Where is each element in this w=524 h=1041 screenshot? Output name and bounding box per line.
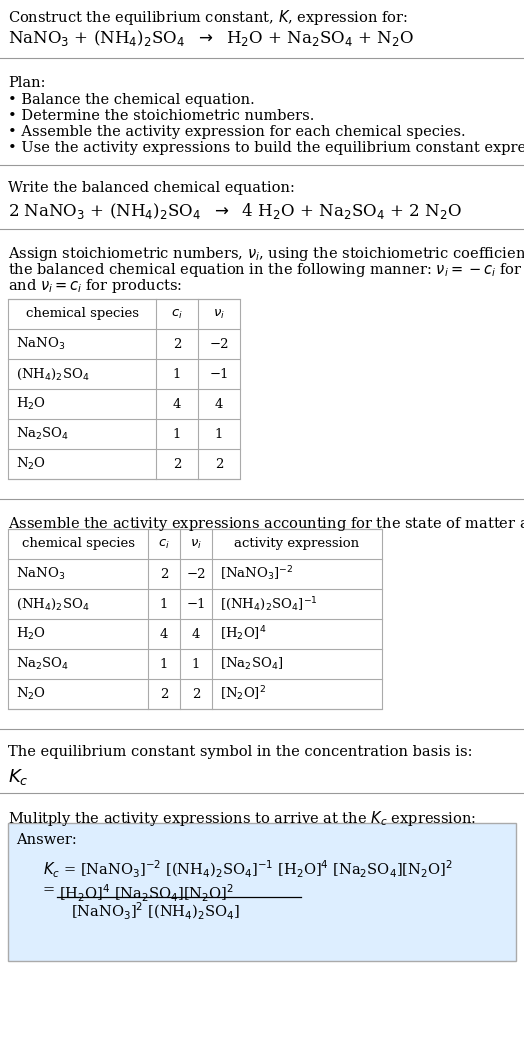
- Text: [Na$_2$SO$_4$]: [Na$_2$SO$_4$]: [220, 656, 283, 672]
- Text: 4: 4: [160, 628, 168, 640]
- Text: [(NH$_4$)$_2$SO$_4$]$^{-1}$: [(NH$_4$)$_2$SO$_4$]$^{-1}$: [220, 595, 318, 613]
- Text: $\nu_i$: $\nu_i$: [213, 307, 225, 321]
- Text: • Determine the stoichiometric numbers.: • Determine the stoichiometric numbers.: [8, 109, 314, 123]
- Text: =: =: [43, 883, 55, 897]
- Text: chemical species: chemical species: [21, 537, 135, 551]
- Text: $c_i$: $c_i$: [171, 307, 183, 321]
- Text: 4: 4: [215, 398, 223, 410]
- Text: 2 NaNO$_3$ + (NH$_4$)$_2$SO$_4$  $\rightarrow$  4 H$_2$O + Na$_2$SO$_4$ + 2 N$_2: 2 NaNO$_3$ + (NH$_4$)$_2$SO$_4$ $\righta…: [8, 201, 462, 221]
- Text: [NaNO$_3$]$^2$ [(NH$_4$)$_2$SO$_4$]: [NaNO$_3$]$^2$ [(NH$_4$)$_2$SO$_4$]: [71, 902, 240, 922]
- Text: the balanced chemical equation in the following manner: $\nu_i = -c_i$ for react: the balanced chemical equation in the fo…: [8, 261, 524, 279]
- Text: [H$_2$O]$^4$ [Na$_2$SO$_4$][N$_2$O]$^2$: [H$_2$O]$^4$ [Na$_2$SO$_4$][N$_2$O]$^2$: [59, 883, 234, 905]
- Text: N$_2$O: N$_2$O: [16, 686, 46, 702]
- Text: Na$_2$SO$_4$: Na$_2$SO$_4$: [16, 426, 69, 442]
- Text: −2: −2: [209, 337, 229, 351]
- Text: Na$_2$SO$_4$: Na$_2$SO$_4$: [16, 656, 69, 672]
- Text: 4: 4: [192, 628, 200, 640]
- Text: $c_i$: $c_i$: [158, 537, 170, 551]
- Text: $K_c$: $K_c$: [8, 767, 29, 787]
- Text: 2: 2: [160, 687, 168, 701]
- Text: chemical species: chemical species: [26, 307, 138, 321]
- Text: 2: 2: [215, 457, 223, 471]
- Text: 1: 1: [160, 598, 168, 610]
- Text: (NH$_4$)$_2$SO$_4$: (NH$_4$)$_2$SO$_4$: [16, 596, 90, 612]
- Text: 1: 1: [215, 428, 223, 440]
- Text: H$_2$O: H$_2$O: [16, 396, 46, 412]
- Text: NaNO$_3$: NaNO$_3$: [16, 566, 65, 582]
- Text: (NH$_4$)$_2$SO$_4$: (NH$_4$)$_2$SO$_4$: [16, 366, 90, 382]
- Text: Construct the equilibrium constant, $K$, expression for:: Construct the equilibrium constant, $K$,…: [8, 8, 408, 27]
- Text: Mulitply the activity expressions to arrive at the $K_c$ expression:: Mulitply the activity expressions to arr…: [8, 809, 476, 828]
- Text: NaNO$_3$ + (NH$_4$)$_2$SO$_4$  $\rightarrow$  H$_2$O + Na$_2$SO$_4$ + N$_2$O: NaNO$_3$ + (NH$_4$)$_2$SO$_4$ $\rightarr…: [8, 28, 414, 48]
- Text: Assign stoichiometric numbers, $\nu_i$, using the stoichiometric coefficients, $: Assign stoichiometric numbers, $\nu_i$, …: [8, 245, 524, 263]
- Text: [N$_2$O]$^2$: [N$_2$O]$^2$: [220, 685, 266, 704]
- Text: 2: 2: [192, 687, 200, 701]
- Text: 1: 1: [160, 658, 168, 670]
- Text: The equilibrium constant symbol in the concentration basis is:: The equilibrium constant symbol in the c…: [8, 745, 473, 759]
- Text: NaNO$_3$: NaNO$_3$: [16, 336, 65, 352]
- Text: 2: 2: [173, 457, 181, 471]
- Text: −1: −1: [209, 367, 229, 381]
- Text: Assemble the activity expressions accounting for the state of matter and $\nu_i$: Assemble the activity expressions accoun…: [8, 515, 524, 533]
- Text: −2: −2: [186, 567, 206, 581]
- Text: 1: 1: [173, 428, 181, 440]
- Text: • Use the activity expressions to build the equilibrium constant expression.: • Use the activity expressions to build …: [8, 141, 524, 155]
- Text: and $\nu_i = c_i$ for products:: and $\nu_i = c_i$ for products:: [8, 277, 182, 295]
- Text: • Assemble the activity expression for each chemical species.: • Assemble the activity expression for e…: [8, 125, 466, 139]
- Text: 1: 1: [192, 658, 200, 670]
- Text: Write the balanced chemical equation:: Write the balanced chemical equation:: [8, 181, 295, 195]
- Text: activity expression: activity expression: [234, 537, 359, 551]
- Text: 2: 2: [173, 337, 181, 351]
- Text: $K_c$ = [NaNO$_3$]$^{-2}$ [(NH$_4$)$_2$SO$_4$]$^{-1}$ [H$_2$O]$^4$ [Na$_2$SO$_4$: $K_c$ = [NaNO$_3$]$^{-2}$ [(NH$_4$)$_2$S…: [43, 859, 453, 880]
- Text: H$_2$O: H$_2$O: [16, 626, 46, 642]
- Text: [H$_2$O]$^4$: [H$_2$O]$^4$: [220, 625, 267, 643]
- Text: $\nu_i$: $\nu_i$: [190, 537, 202, 551]
- Text: Answer:: Answer:: [16, 833, 77, 847]
- Text: 1: 1: [173, 367, 181, 381]
- Text: −1: −1: [186, 598, 206, 610]
- Text: Plan:: Plan:: [8, 76, 46, 90]
- FancyBboxPatch shape: [8, 823, 516, 961]
- Text: [NaNO$_3$]$^{-2}$: [NaNO$_3$]$^{-2}$: [220, 564, 293, 583]
- Text: 2: 2: [160, 567, 168, 581]
- Text: N$_2$O: N$_2$O: [16, 456, 46, 472]
- Text: 4: 4: [173, 398, 181, 410]
- Text: • Balance the chemical equation.: • Balance the chemical equation.: [8, 93, 255, 107]
